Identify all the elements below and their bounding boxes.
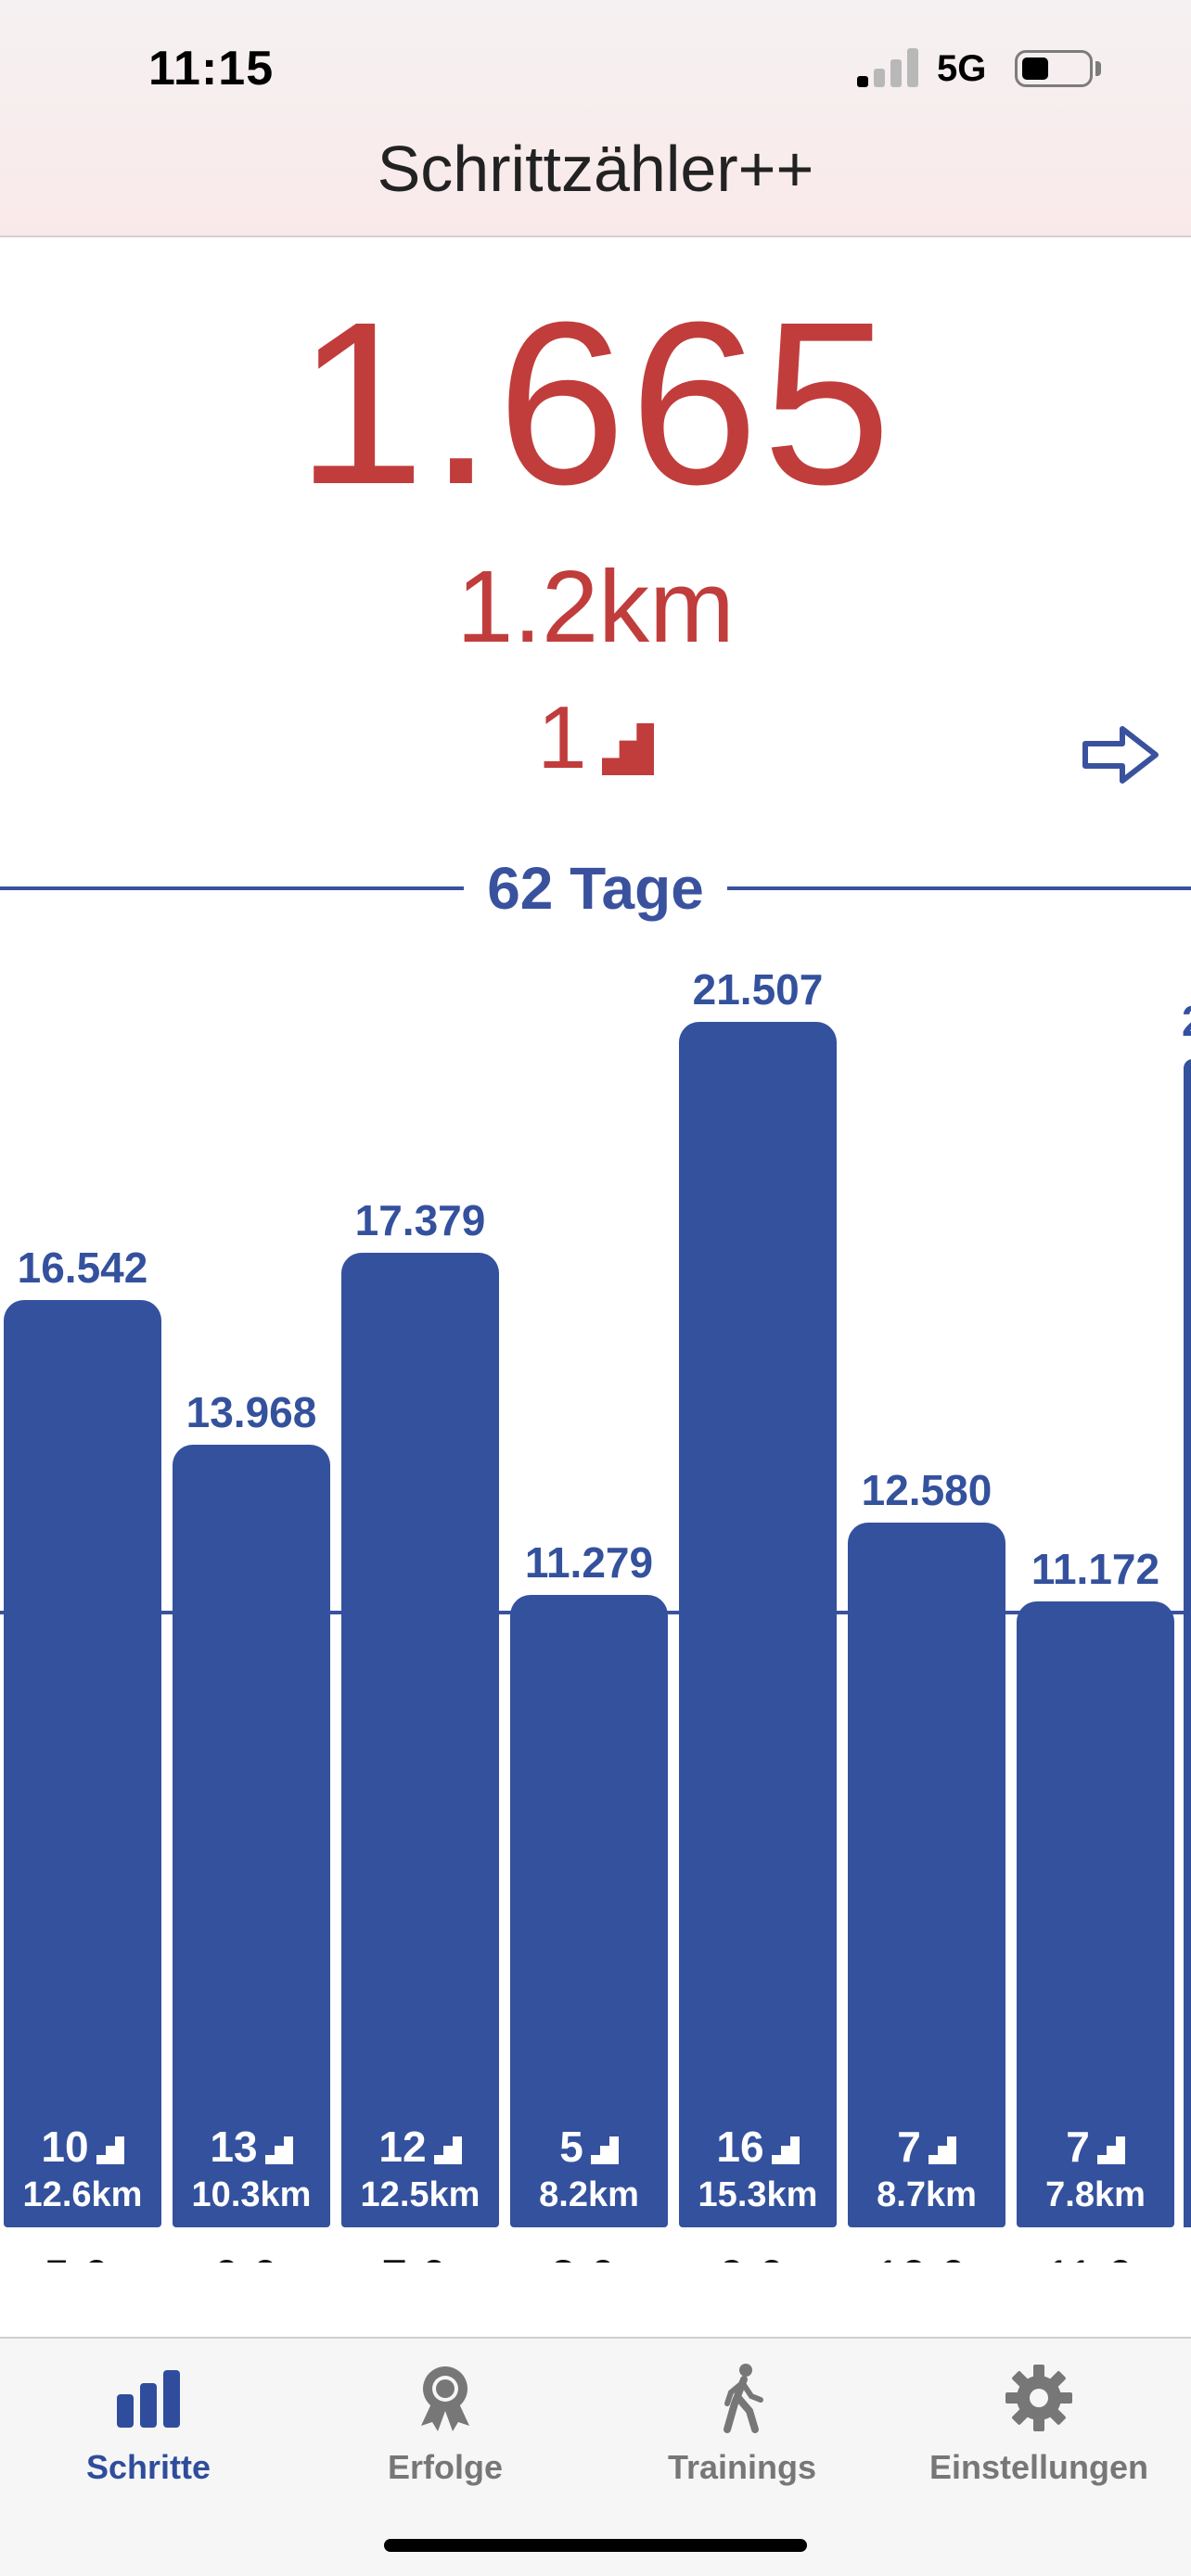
bar-distance: 10.3km (191, 2175, 312, 2214)
bar-floors: 13 (173, 2125, 330, 2168)
bar-details: 7 8.7km (848, 2125, 1005, 2213)
today-floors: 1 (0, 694, 1191, 783)
walking-icon (724, 2364, 763, 2433)
stairs-icon (771, 2136, 800, 2164)
days-label: 62 Tage (464, 855, 727, 922)
tab-label-schritte: Schritte (85, 2448, 211, 2486)
stairs-icon (433, 2136, 462, 2164)
bar-floors: 7 (848, 2125, 1005, 2168)
bar-details: 13 10.3km (173, 2125, 330, 2213)
today-floors-count: 1 (537, 688, 587, 787)
network-type: 5G (937, 48, 987, 89)
bar-10-6[interactable] (848, 1522, 1005, 2227)
home-indicator (384, 2539, 807, 2552)
bar-floors-count: 10 (41, 2123, 89, 2171)
stairs-icon (96, 2136, 124, 2164)
bar-5-6[interactable] (4, 1300, 161, 2227)
bar-floors: 12 (341, 2125, 499, 2168)
stairs-icon (590, 2136, 619, 2164)
bar-details: 16 15.3km (679, 2125, 837, 2213)
stairs-icon (264, 2136, 293, 2164)
page-title: Schrittzähler++ (377, 133, 814, 205)
date-label: 6.6. (167, 2250, 336, 2263)
stairs-icon (1096, 2136, 1125, 2164)
bar-distance: 7.8km (1045, 2175, 1146, 2214)
bar-6-6[interactable] (173, 1444, 330, 2227)
bar-7-6[interactable] (341, 1253, 499, 2227)
bar-floors-count: 7 (897, 2123, 921, 2171)
forward-arrow-icon[interactable] (1080, 721, 1161, 788)
gear-icon (1005, 2365, 1072, 2431)
next-bar-value-partial: 2 (1182, 996, 1191, 1046)
bar-distance: 12.5km (360, 2175, 480, 2214)
bar-11-6[interactable] (1017, 1600, 1174, 2227)
tab-label-einstellungen: Einstellungen (928, 2448, 1149, 2486)
date-label: 11.6. (1011, 2250, 1180, 2263)
next-bar-partial[interactable] (1184, 1059, 1191, 2227)
bar-details: 5 8.2km (510, 2125, 668, 2213)
date-label: 7.6. (336, 2250, 505, 2263)
bar-value-label: 21.507 (692, 964, 824, 1014)
bar-8-6[interactable] (510, 1595, 668, 2227)
bar-floors: 10 (4, 2125, 161, 2168)
signal-icon (857, 48, 920, 87)
bar-value-label: 11.279 (524, 1538, 654, 1588)
tab-trainings[interactable]: Trainings (594, 2361, 890, 2487)
date-label: 5.6. (0, 2250, 167, 2263)
bar-details: 12 12.5km (341, 2125, 499, 2213)
battery-cap (1095, 61, 1101, 76)
medal-icon (421, 2366, 469, 2431)
navigation-header: 11:15 5G Schrittzähler++ (0, 0, 1191, 237)
bar-floors-count: 7 (1066, 2123, 1090, 2171)
battery-icon (1015, 50, 1093, 87)
date-label: 9.6. (673, 2250, 842, 2263)
bar-value-label: 11.172 (1031, 1544, 1160, 1593)
bar-distance: 8.7km (877, 2175, 977, 2214)
bar-floors: 7 (1017, 2125, 1174, 2168)
tab-label-erfolge: Erfolge (387, 2448, 503, 2486)
bar-floors-count: 16 (716, 2123, 764, 2171)
bar-floors-count: 13 (210, 2123, 258, 2171)
bar-value-label: 17.379 (354, 1196, 486, 1245)
bar-distance: 15.3km (698, 2175, 818, 2214)
bar-floors: 5 (510, 2125, 668, 2168)
bar-details: 10 12.6km (4, 2125, 161, 2213)
date-label: 10.6. (842, 2250, 1011, 2263)
bar-floors-count: 5 (559, 2123, 583, 2171)
tab-bar: Schritte Erfolge Trainings (0, 2337, 1191, 2576)
bar-9-6[interactable] (679, 1021, 837, 2227)
bar-value-label: 13.968 (186, 1387, 317, 1436)
bar-value-label: 16.542 (17, 1243, 148, 1292)
bar-distance: 8.2km (539, 2175, 639, 2214)
today-steps: 1.665 (296, 274, 895, 532)
bar-floors: 16 (679, 2125, 837, 2168)
stairs-icon (928, 2136, 956, 2164)
status-time: 11:15 (148, 42, 275, 96)
bar-floors-count: 12 (378, 2123, 427, 2171)
tab-erfolge[interactable]: Erfolge (297, 2361, 594, 2487)
bar-distance: 12.6km (22, 2175, 143, 2214)
bar-details: 7 7.8km (1017, 2125, 1174, 2213)
steps-bar-chart[interactable]: 16.542 10 12.6km 5.6. 13.968 13 10.3km 6.6. 17.3… (0, 927, 1191, 2263)
bar-chart-icon (117, 2370, 180, 2428)
tab-einstellungen[interactable]: Einstellungen (890, 2361, 1187, 2487)
tab-schritte[interactable]: Schritte (0, 2361, 297, 2487)
date-label: 8.6. (505, 2250, 673, 2263)
bar-value-label: 12.580 (861, 1465, 992, 1514)
stairs-icon (601, 723, 654, 775)
today-distance: 1.2km (456, 550, 735, 664)
tab-label-trainings: Trainings (667, 2448, 817, 2486)
